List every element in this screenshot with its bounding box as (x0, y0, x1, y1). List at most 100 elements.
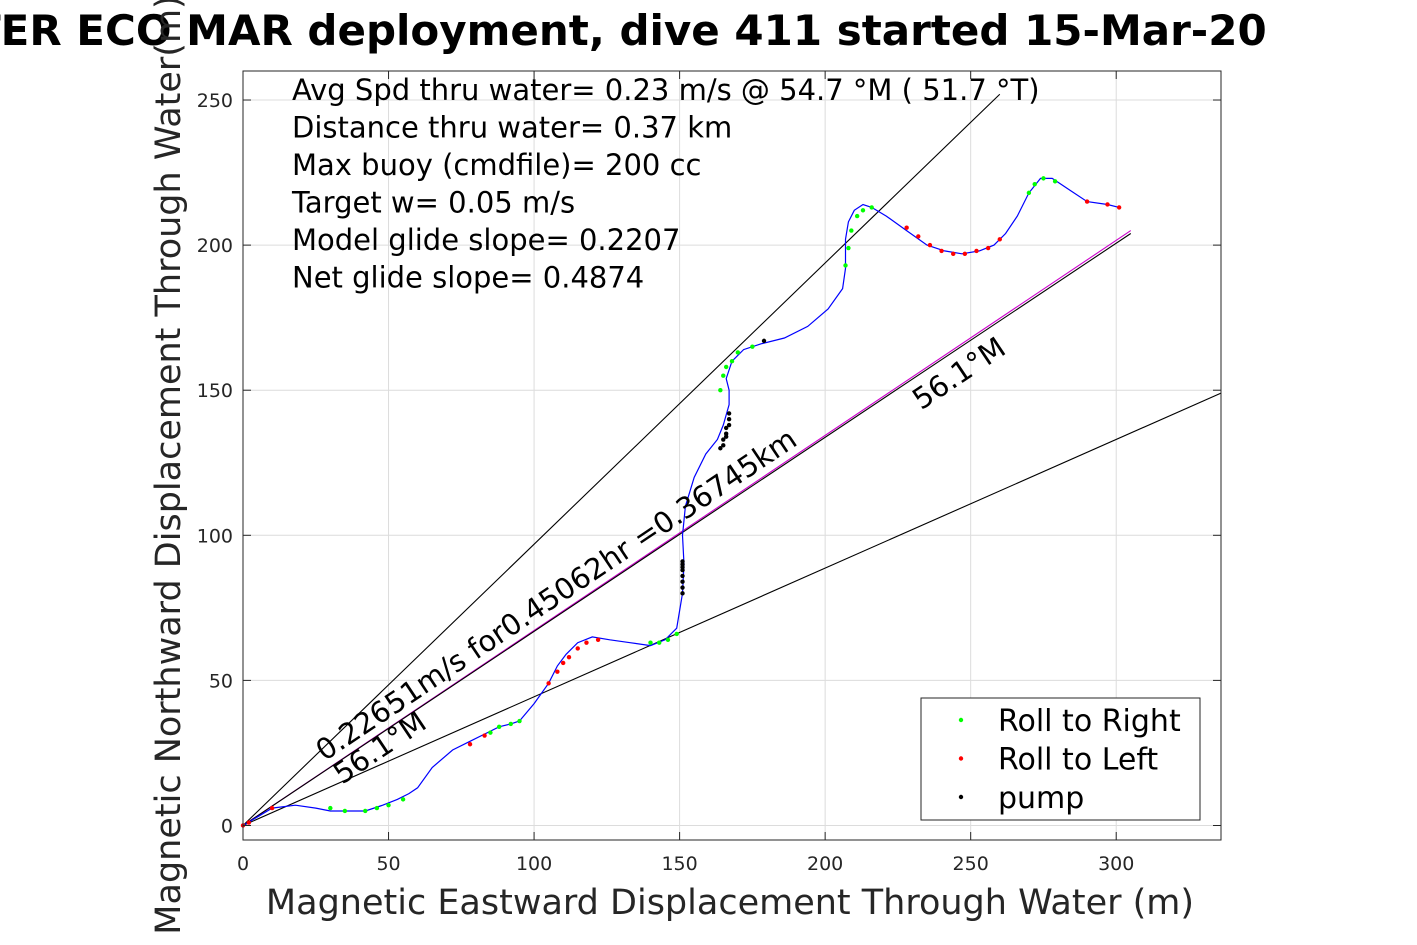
roll-left-point (269, 805, 275, 811)
roll-left-point (1116, 205, 1122, 210)
pump-point (680, 559, 685, 564)
roll-left-point (584, 640, 589, 645)
legend-marker (958, 756, 964, 761)
roll-right-point (1052, 179, 1058, 184)
legend-box (920, 697, 1201, 821)
pump-point (718, 446, 723, 451)
stats-line: Model glide slope= 0.2207 (292, 223, 680, 257)
roll-right-point (496, 724, 502, 730)
pump-point (726, 411, 732, 416)
stats-text: Avg Spd thru water= 0.23 m/s @ 54.7 °M (… (291, 73, 1040, 295)
roll-left-point (904, 225, 909, 230)
roll-right-point (1026, 190, 1032, 196)
roll-right-point (735, 350, 741, 355)
legend-label: pump (998, 781, 1084, 816)
pump-point (726, 417, 732, 422)
stats-line: Net glide slope= 0.4874 (292, 261, 644, 295)
roll-right-point (849, 228, 854, 233)
roll-right-point (869, 205, 874, 210)
reference-line-black-mid (242, 233, 1132, 826)
roll-right-point (657, 640, 662, 645)
pump-point (680, 573, 685, 579)
legend-label: Roll to Right (998, 704, 1181, 739)
roll-right-point (1032, 181, 1037, 187)
axes-box (242, 70, 1222, 841)
roll-left-point (555, 669, 560, 674)
x-tick-label: 150 (661, 853, 697, 875)
pump-point (761, 338, 767, 344)
pump-point (726, 422, 732, 428)
roll-right-point (374, 805, 380, 811)
reference-line-black-upper (242, 93, 1001, 826)
y-tick-label: 50 (209, 670, 233, 692)
roll-left-point (951, 251, 956, 257)
pump-point (680, 591, 685, 596)
y-tick-label: 250 (197, 90, 233, 112)
roll-left-point (997, 237, 1002, 242)
x-tick-label: 50 (376, 853, 400, 875)
roll-right-point (729, 358, 735, 364)
x-tick-label: 300 (1098, 853, 1134, 875)
roll-left-point (1105, 202, 1110, 207)
legend-label: Roll to Left (998, 743, 1158, 778)
grid (242, 71, 1221, 840)
ticks: 0 50 100 150 200 250 300 0 50 100 150 200 250 (197, 71, 1221, 875)
pump-point (723, 431, 729, 436)
reference-line-black-lower (242, 392, 1222, 826)
roll-right-point (843, 263, 848, 268)
legend-marker (958, 794, 964, 800)
roll-right-point (846, 245, 851, 251)
y-tick-label: 100 (197, 525, 233, 547)
roll-left-point (927, 242, 933, 248)
roll-left-point (939, 248, 944, 254)
y-tick-label: 200 (197, 235, 233, 257)
pump-point (721, 437, 726, 442)
roll-right-point (342, 808, 348, 814)
line-annotation: 0.22651m/s for0.45062hr =0.36745km (309, 422, 802, 768)
roll-right-point (854, 213, 860, 219)
pump-point (680, 585, 685, 590)
pump-point (723, 425, 729, 431)
y-tick-label: 150 (197, 380, 233, 402)
roll-right-point (750, 344, 755, 349)
roll-right-point (718, 388, 723, 393)
stats-line: Distance thru water= 0.37 km (292, 111, 732, 145)
roll-left-point (1084, 199, 1090, 204)
x-tick-label: 200 (807, 853, 843, 875)
roll-right-point (328, 805, 333, 811)
roll-left-point (985, 245, 991, 251)
roll-right-point (648, 640, 653, 645)
pump-point (721, 443, 726, 448)
roll-left-point (916, 234, 921, 239)
roll-right-point (508, 721, 513, 727)
roll-right-point (665, 637, 671, 642)
roll-right-point (860, 208, 866, 213)
roll-left-point (246, 820, 252, 825)
stats-line: Avg Spd thru water= 0.23 m/s @ 54.7 °M (… (292, 73, 1040, 107)
roll-left-point (974, 248, 979, 254)
roll-right-point (723, 364, 729, 370)
roll-left-point (560, 660, 566, 666)
roll-right-point (674, 631, 679, 637)
x-axis-label: Magnetic Eastward Displacement Through W… (266, 883, 1194, 923)
roll-right-point (363, 808, 368, 814)
roll-right-point (386, 802, 391, 808)
roll-left-point (467, 742, 473, 747)
y-tick-label: 0 (221, 815, 233, 837)
roll-left-point (962, 251, 968, 257)
roll-right-point (1041, 176, 1046, 181)
legend-marker (958, 717, 964, 723)
roll-left-point (482, 733, 487, 738)
roll-right-point (400, 797, 406, 802)
roll-right-point (488, 730, 493, 735)
roll-right-point (721, 373, 726, 378)
annotations: 0.22651m/s for0.45062hr =0.36745km56.1°M… (309, 330, 1011, 791)
roll-left-point (566, 654, 572, 660)
roll-left-point (546, 681, 551, 686)
roll-left-point (575, 646, 580, 651)
roll-right-point (517, 718, 522, 724)
x-tick-label: 250 (953, 853, 989, 875)
x-tick-label: 0 (237, 853, 249, 875)
